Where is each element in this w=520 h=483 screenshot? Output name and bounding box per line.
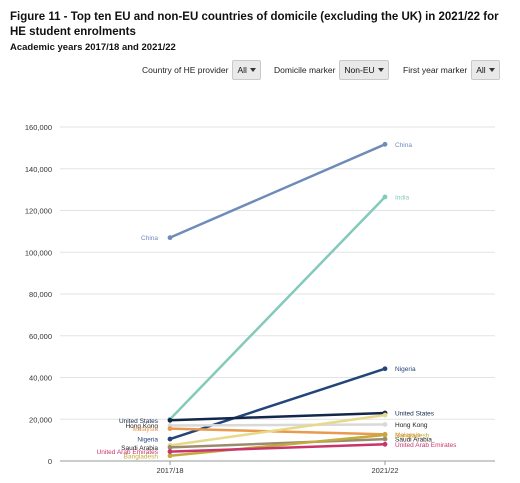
x-tick-label: 2017/18 (156, 466, 183, 475)
series-label-right: Bangladesh (395, 432, 430, 439)
select-value: All (476, 65, 486, 75)
series-label-right: Hong Kong (395, 422, 428, 429)
y-tick-label: 140,000 (25, 165, 52, 174)
series-label-left: Malaysia (132, 426, 158, 433)
series-label-right: Saudi Arabia (395, 437, 432, 444)
y-tick-label: 40,000 (29, 374, 52, 383)
series-line (168, 195, 387, 421)
series-line (168, 413, 387, 447)
series-line (168, 433, 387, 458)
select-value: Non-EU (344, 65, 375, 75)
y-tick-label: 80,000 (29, 290, 52, 299)
series-label-right: China (395, 142, 412, 149)
y-tick-label: 0 (48, 457, 52, 466)
series-label-left: Hong Kong (125, 423, 158, 430)
series-line (168, 423, 387, 427)
y-tick-label: 160,000 (25, 123, 52, 132)
chart-subtitle: Academic years 2017/18 and 2021/22 (10, 42, 176, 53)
filter-domicile-marker: Domicile marker Non-EU (274, 60, 389, 80)
series-label-right: Malaysia (395, 432, 421, 439)
first-year-marker-select[interactable]: All (471, 60, 500, 80)
series-point (382, 432, 388, 438)
chart-title: Figure 11 - Top ten EU and non-EU countr… (10, 11, 499, 38)
y-tick-label: 100,000 (25, 248, 52, 257)
domicile-marker-select[interactable]: Non-EU (339, 60, 389, 80)
series-label-right: Nigeria (395, 366, 416, 373)
filter-label: First year marker (403, 65, 468, 75)
series-line (168, 367, 387, 441)
series-line (168, 437, 387, 449)
series-point (167, 453, 173, 459)
caret-down-icon (488, 68, 495, 72)
series-point (382, 412, 388, 418)
series-point (382, 441, 388, 447)
country-of-provider-select[interactable]: All (232, 60, 261, 80)
series-point (167, 445, 173, 450)
series-line (168, 443, 387, 453)
y-tick-label: 20,000 (29, 415, 52, 424)
caret-down-icon (377, 68, 384, 72)
y-tick-label: 60,000 (29, 332, 52, 341)
y-tick-label: 120,000 (25, 207, 52, 216)
series-label-left: Saudi Arabia (121, 445, 158, 452)
series-label-left: United States (119, 418, 159, 425)
series-point (382, 436, 388, 442)
series-point (382, 366, 388, 372)
series-label-left: Nigeria (137, 437, 158, 444)
series-label-left: Bangladesh (124, 453, 159, 460)
series-point (382, 194, 388, 200)
caret-down-icon (249, 68, 256, 72)
filter-first-year-marker: First year marker All (403, 60, 500, 80)
series-point (167, 426, 173, 432)
series-point (382, 141, 388, 147)
series-line (168, 411, 387, 422)
select-value: All (237, 65, 247, 75)
x-tick-label: 2021/22 (371, 466, 398, 475)
filter-country-of-provider: Country of HE provider All (142, 60, 261, 80)
series-label-left: China (141, 235, 158, 242)
series-label-right: India (395, 194, 409, 201)
series-point (167, 235, 173, 241)
filter-label: Country of HE provider (142, 65, 229, 75)
series-label-right: United Arab Emirates (395, 442, 457, 449)
series-line (168, 143, 387, 239)
series-label-left: United Arab Emirates (97, 449, 159, 456)
series-point (167, 436, 173, 442)
filter-bar: Country of HE provider All Domicile mark… (0, 60, 520, 82)
series-point (167, 449, 173, 455)
series-point (382, 422, 388, 427)
series-label-right: United States (395, 410, 435, 417)
filter-label: Domicile marker (274, 65, 336, 75)
series-point (167, 417, 173, 423)
